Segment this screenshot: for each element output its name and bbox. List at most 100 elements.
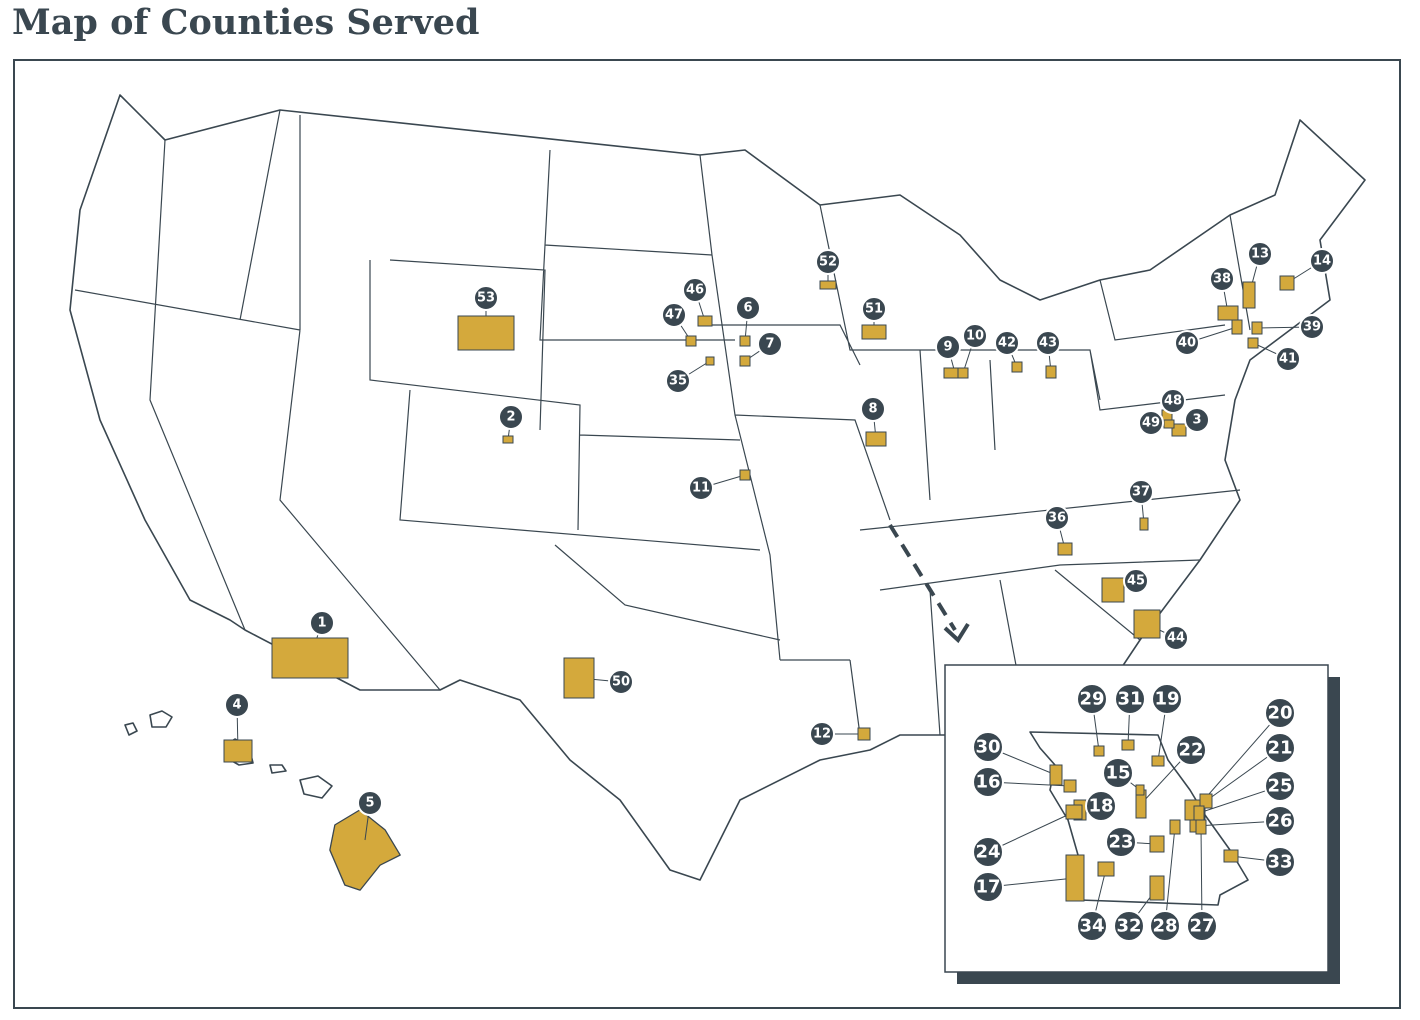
county [1279,275,1295,291]
marker-label: 28 [1152,916,1177,937]
county [1097,861,1115,877]
marker-label: 26 [1267,811,1292,832]
marker-label: 15 [1105,763,1130,784]
marker [1035,330,1061,356]
marker-label: 44 [1167,631,1185,646]
marker-label: 10 [966,329,984,344]
frame [13,59,1401,1009]
marker-label: 42 [998,336,1016,351]
county [1049,764,1063,786]
county [502,435,514,444]
marker [1160,388,1186,414]
marker-label: 2 [506,410,515,425]
county [1242,281,1256,309]
county [1093,745,1105,757]
county [1135,784,1145,796]
county [1247,337,1259,349]
marker-label: 1 [317,616,326,631]
county [1139,517,1149,531]
marker [735,295,761,321]
marker [1275,346,1301,372]
marker [1264,770,1296,802]
marker-label: 48 [1164,394,1182,409]
marker [1102,757,1134,789]
marker [809,721,835,747]
county [819,280,837,290]
county [1171,423,1187,437]
marker-label: 17 [975,877,1000,898]
marker [972,871,1004,903]
marker-label: 51 [865,302,883,317]
marker [1151,683,1183,715]
marker [661,302,687,328]
marker-label: 41 [1279,352,1297,367]
marker [1149,910,1181,942]
marker-label: 31 [1117,689,1142,710]
marker-label: 22 [1178,740,1203,761]
county [1045,365,1057,379]
county [1223,849,1239,863]
marker [1076,683,1108,715]
marker [1264,697,1296,729]
marker [1044,505,1070,531]
marker [688,475,714,501]
marker-label: 36 [1048,511,1066,526]
marker-label: 14 [1313,254,1331,269]
marker-label: 16 [975,772,1000,793]
county [705,356,715,366]
marker-label: 19 [1154,689,1179,710]
county [1149,875,1165,901]
marker-label: 40 [1178,336,1196,351]
marker-label: 24 [975,842,1000,863]
county [1149,835,1165,853]
county [1151,755,1165,767]
county [957,367,969,379]
county [271,637,349,679]
marker-label: 47 [665,308,683,323]
marker [1184,407,1210,433]
arrow-head [943,622,970,644]
title: Map of Counties Served [12,2,480,43]
county [1065,804,1083,820]
marker [1247,241,1273,267]
county [685,335,697,347]
marker [1085,790,1117,822]
county [1199,793,1213,809]
marker [473,285,499,311]
marker-label: 21 [1267,738,1292,759]
marker [1114,683,1146,715]
marker-label: 37 [1132,485,1150,500]
county [857,727,871,741]
county [1217,305,1239,321]
marker-label: 27 [1189,916,1214,937]
county [1065,854,1085,902]
county [329,809,401,891]
marker [757,331,783,357]
marker-label: 13 [1251,247,1269,262]
marker-label: 32 [1116,916,1141,937]
marker-label: 6 [743,301,752,316]
county [739,469,751,481]
marker [1209,266,1235,292]
leader-line [1200,826,1203,927]
marker [224,692,250,718]
marker-label: 9 [943,340,952,355]
marker [1128,479,1154,505]
marker-label: 35 [669,374,687,389]
marker [1138,410,1164,436]
county [1121,739,1135,751]
marker-label: 52 [819,255,837,270]
county [457,315,515,351]
marker [972,836,1004,868]
county [1195,819,1207,835]
marker [309,610,335,636]
marker-label: 20 [1267,703,1292,724]
marker [1105,826,1137,858]
marker-label: 5 [365,796,374,811]
county [739,335,751,347]
marker-label: 25 [1267,776,1292,797]
marker-label: 29 [1079,689,1104,710]
marker-label: 23 [1108,832,1133,853]
marker [357,790,383,816]
